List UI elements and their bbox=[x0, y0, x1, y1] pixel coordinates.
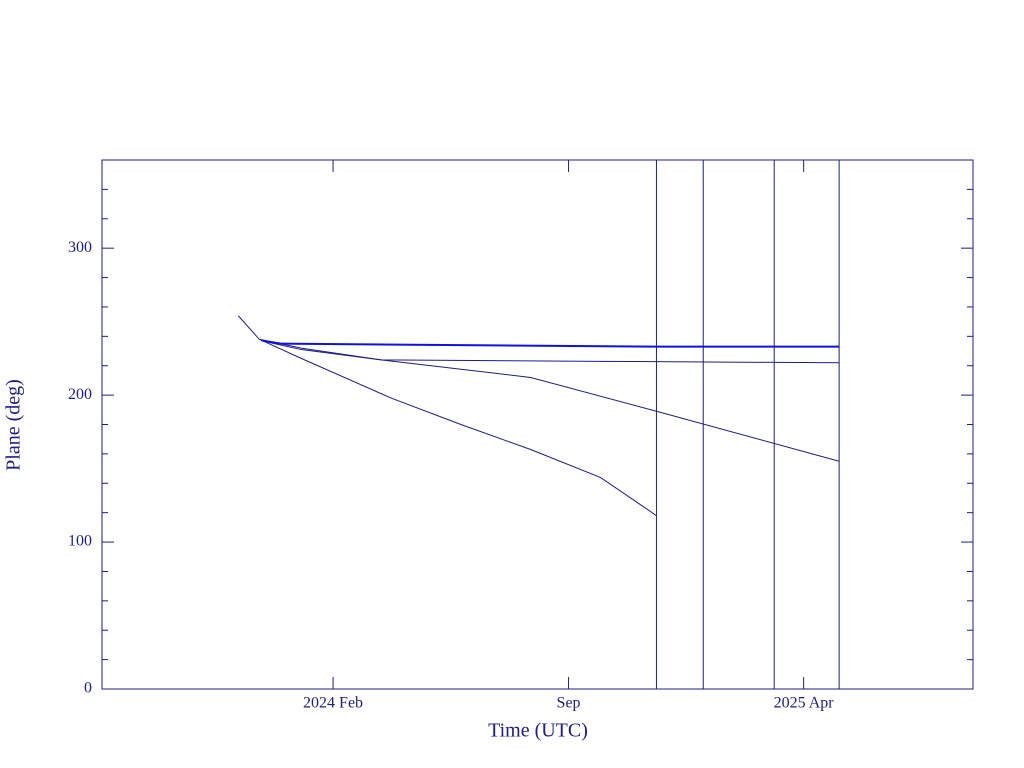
y-tick-label: 100 bbox=[68, 533, 92, 550]
plot-frame bbox=[101, 159, 974, 690]
x-tick-label: 2025 Apr bbox=[774, 695, 835, 712]
y-tick-label: 0 bbox=[84, 680, 92, 697]
x-tick-label: 2024 Feb bbox=[303, 695, 363, 712]
series-line bbox=[237, 315, 657, 517]
series-line bbox=[261, 340, 840, 364]
x-tick-label: Sep bbox=[557, 695, 581, 712]
x-axis-label: Time (UTC) bbox=[488, 720, 588, 742]
series-line bbox=[259, 338, 840, 462]
y-tick-label: 200 bbox=[68, 386, 92, 403]
y-axis-label: Plane (deg) bbox=[3, 379, 25, 471]
y-tick-label: 300 bbox=[68, 239, 92, 256]
series-line bbox=[263, 339, 840, 348]
